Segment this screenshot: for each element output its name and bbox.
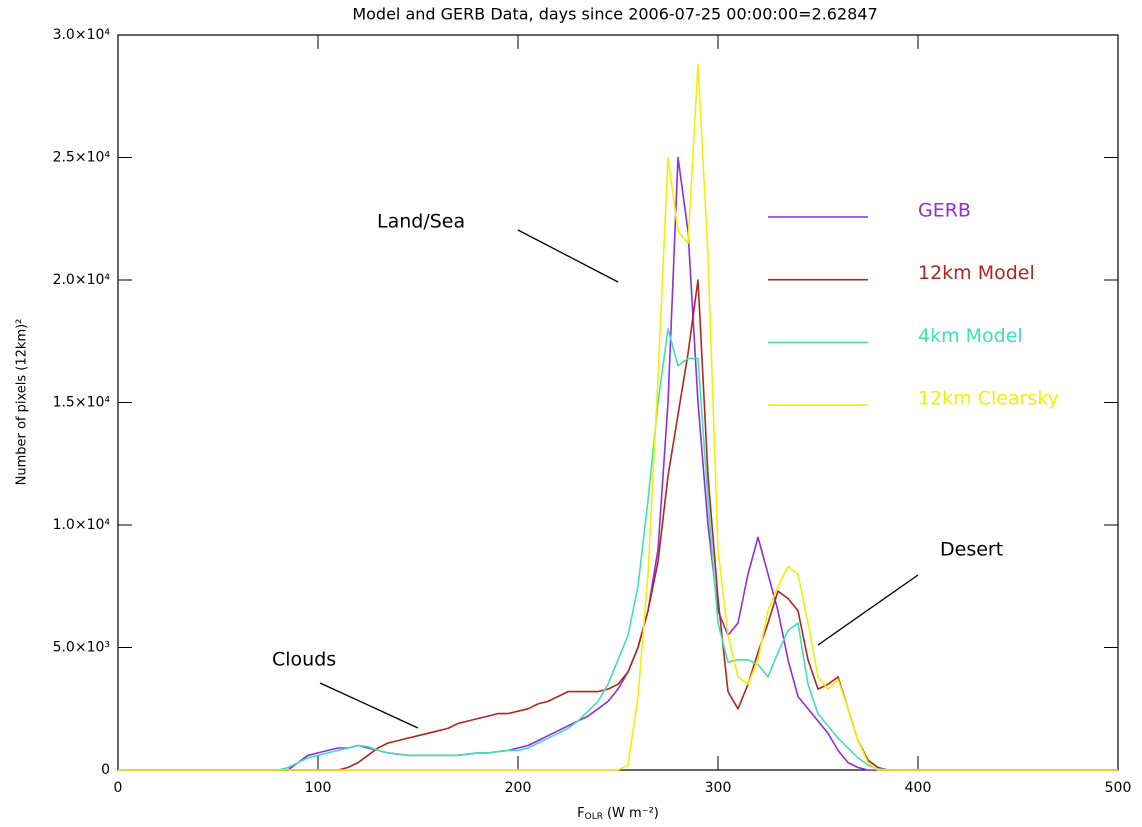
y-tick-label: 1.5×10⁴ <box>53 395 111 411</box>
legend-label: 12km Model <box>918 262 1035 284</box>
y-axis-label: Number of pixels (12km)² <box>15 319 30 486</box>
annotation: Land/Sea <box>377 211 465 233</box>
annotation-pointer <box>817 574 919 646</box>
x-tick-label: 400 <box>905 780 932 796</box>
x-label-unit: (W m⁻²) <box>607 806 659 821</box>
x-label-sub: OLR <box>585 812 603 822</box>
series-line <box>118 156 1118 771</box>
annotation-pointer <box>319 682 419 729</box>
y-tick-label: 5.0×10³ <box>53 640 110 656</box>
annotation: Clouds <box>272 649 336 671</box>
y-tick-label: 1.0×10⁴ <box>53 517 111 533</box>
series-line <box>118 279 1118 771</box>
x-axis-label: FOLR (W m⁻²) <box>577 806 659 822</box>
chart-title: Model and GERB Data, days since 2006-07-… <box>352 5 877 24</box>
annotation: Desert <box>940 539 1003 561</box>
x-label-main: F <box>577 806 584 821</box>
series-line <box>118 63 1118 771</box>
series-line <box>118 328 1118 771</box>
legend-label: GERB <box>918 200 971 222</box>
y-tick-label: 2.5×10⁴ <box>53 150 111 166</box>
annotation-pointer <box>517 229 619 283</box>
x-tick-label: 200 <box>505 780 532 796</box>
y-tick-label: 0 <box>101 762 110 778</box>
legend-label: 12km Clearsky <box>918 388 1059 410</box>
x-tick-label: 100 <box>305 780 332 796</box>
x-tick-label: 0 <box>114 780 123 796</box>
legend-label: 4km Model <box>918 325 1023 347</box>
y-tick-label: 2.0×10⁴ <box>53 272 111 288</box>
x-tick-label: 500 <box>1105 780 1132 796</box>
x-tick-label: 300 <box>705 780 732 796</box>
y-tick-label: 3.0×10⁴ <box>53 27 111 43</box>
